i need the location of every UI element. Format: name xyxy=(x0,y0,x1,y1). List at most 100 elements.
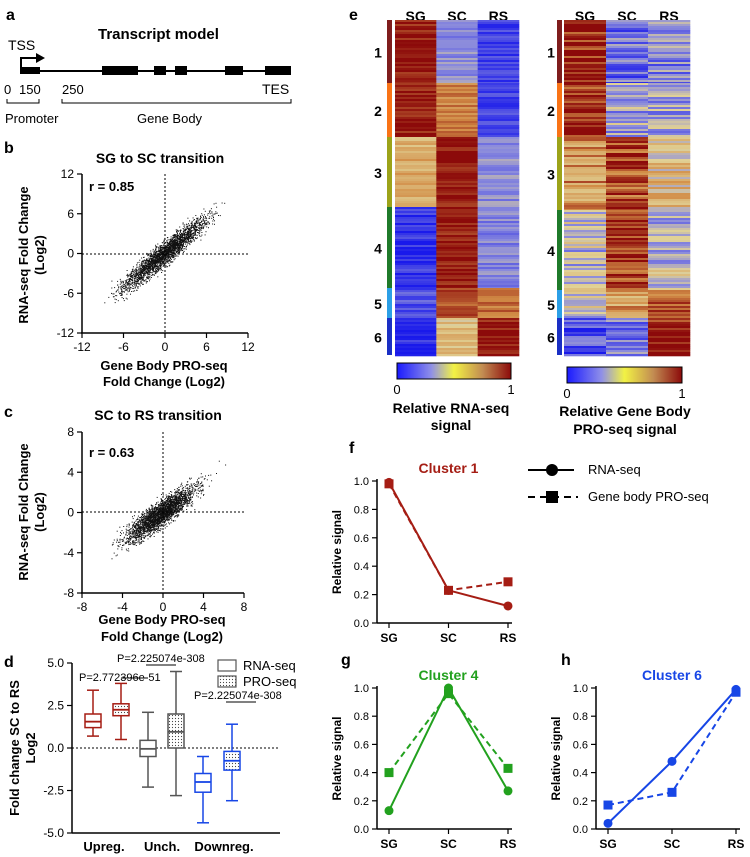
scatter-point xyxy=(151,521,153,523)
scatter-point xyxy=(165,250,167,252)
scatter-point xyxy=(188,494,190,496)
scatter-point xyxy=(145,268,147,270)
scatter-point xyxy=(186,481,188,483)
scatter-point xyxy=(172,256,173,258)
scatter-point xyxy=(151,273,153,275)
scatter-point xyxy=(150,261,152,263)
scatter-point xyxy=(166,241,168,243)
scatter-point xyxy=(114,287,116,289)
scatter-point xyxy=(136,283,137,285)
scatter-point xyxy=(182,504,184,506)
scatter-point xyxy=(165,519,167,521)
scatter-point xyxy=(168,260,170,261)
scatter-point xyxy=(197,482,199,484)
scatter-point xyxy=(154,255,156,257)
scatter-point xyxy=(184,490,186,492)
scatter-point xyxy=(145,271,147,273)
scatter-point xyxy=(173,246,175,248)
scatter-point xyxy=(135,274,137,276)
scatter-point xyxy=(163,509,165,510)
scatter-point xyxy=(182,237,184,239)
scatter-point xyxy=(186,505,188,507)
scatter-point xyxy=(176,514,178,516)
scatter-point xyxy=(130,538,132,540)
scatter-point xyxy=(127,283,129,285)
scatter-point xyxy=(169,495,170,497)
scatter-point xyxy=(197,493,199,494)
scatter-point xyxy=(135,528,137,530)
scatter-point xyxy=(199,224,201,226)
scatter-point xyxy=(171,513,173,515)
scatter-point xyxy=(177,241,179,242)
scatter-point xyxy=(179,504,181,506)
scatter-point xyxy=(176,253,178,255)
scatter-point xyxy=(179,489,180,491)
scatter-point xyxy=(190,498,192,500)
scatter-point xyxy=(143,526,145,528)
scatter-point xyxy=(183,496,185,498)
scatter-point xyxy=(145,526,147,528)
scatter-point xyxy=(189,502,191,504)
scatter-point xyxy=(202,489,203,491)
scatter-point xyxy=(172,248,174,250)
scatter-point xyxy=(154,262,156,264)
scatter-point xyxy=(134,534,136,536)
scatter-point xyxy=(177,490,179,492)
scatter-point xyxy=(125,297,127,299)
scatter-point xyxy=(169,244,171,245)
scatter-point xyxy=(182,498,184,500)
scatter-point xyxy=(163,256,165,257)
scatter-point xyxy=(128,529,130,531)
scatter-point xyxy=(150,277,152,278)
scatter-point xyxy=(192,236,194,238)
scatter-point xyxy=(133,278,135,279)
scatter-point xyxy=(196,485,198,487)
scatter-point xyxy=(168,496,170,498)
scatter-point xyxy=(113,539,115,541)
scatter-point xyxy=(171,261,173,263)
scatter-point xyxy=(142,272,144,274)
scatter-point xyxy=(139,279,141,281)
scatter-point xyxy=(130,287,131,289)
scatter-point xyxy=(167,246,169,248)
scatter-point xyxy=(202,488,204,490)
scatter-point xyxy=(151,275,153,276)
scatter-point xyxy=(159,510,161,512)
scatter-point xyxy=(191,486,193,488)
scatter-point xyxy=(130,537,131,539)
scatter-point xyxy=(156,251,158,253)
scatter-point xyxy=(186,490,188,492)
scatter-point xyxy=(212,213,214,215)
scatter-point xyxy=(134,537,136,538)
scatter-point xyxy=(183,239,185,241)
scatter-point xyxy=(147,517,149,519)
scatter-point xyxy=(154,272,156,274)
scatter-point xyxy=(183,240,185,242)
scatter-point xyxy=(163,513,165,515)
scatter-point xyxy=(134,269,135,271)
scatter-point xyxy=(146,514,148,516)
scatter-point xyxy=(150,263,152,265)
scatter-point xyxy=(152,514,154,516)
scatter-point xyxy=(167,245,169,246)
scatter-point xyxy=(185,241,187,243)
scatter-point xyxy=(192,235,194,237)
scatter-point xyxy=(153,522,155,524)
scatter-point xyxy=(209,211,211,213)
scatter-point xyxy=(187,494,189,496)
scatter-point xyxy=(124,287,126,289)
scatter-point xyxy=(209,222,210,224)
scatter-point xyxy=(149,536,151,538)
scatter-point xyxy=(142,514,144,515)
scatter-point xyxy=(177,245,178,247)
scatter-point xyxy=(153,252,154,254)
scatter-point xyxy=(159,260,161,262)
scatter-point xyxy=(184,492,186,494)
scatter-point xyxy=(151,519,153,521)
scatter-point xyxy=(138,272,140,274)
scatter-point xyxy=(165,265,167,266)
scatter-point xyxy=(127,279,129,281)
scatter-point xyxy=(159,267,161,269)
scatter-point xyxy=(136,273,138,274)
scatter-point xyxy=(196,237,198,239)
